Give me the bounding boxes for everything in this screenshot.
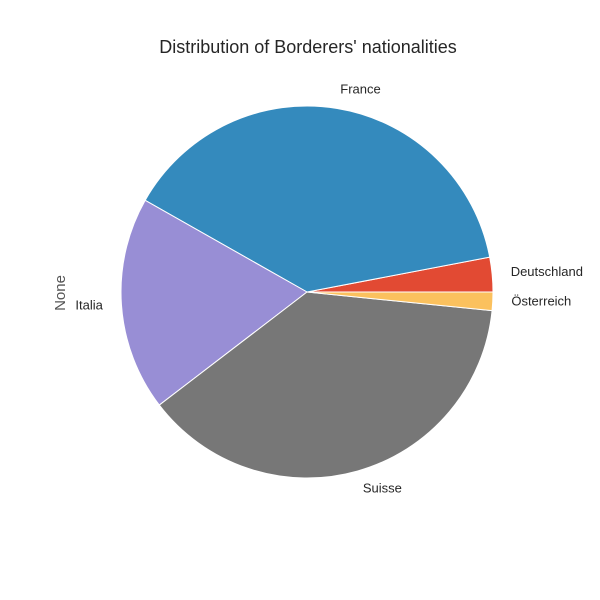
y-axis-label: None xyxy=(52,275,69,311)
pie-slices xyxy=(120,105,494,479)
pie-slice-suisse xyxy=(158,291,493,479)
pie-slice-italia xyxy=(120,199,308,406)
pie-slice-osterreich xyxy=(306,291,494,312)
pie-label-france: France xyxy=(340,82,380,97)
pie-label-italia: Italia xyxy=(75,298,103,313)
pie-label-suisse: Suisse xyxy=(363,480,402,495)
pie-label-deutschland: Deutschland xyxy=(511,264,583,279)
pie-labels: Deutschland France Italia Suisse Österreich xyxy=(75,82,583,496)
chart-title: Distribution of Borderers' nationalities xyxy=(159,37,457,57)
pie-label-osterreich: Österreich xyxy=(511,294,571,309)
pie-slice-france xyxy=(144,105,491,293)
